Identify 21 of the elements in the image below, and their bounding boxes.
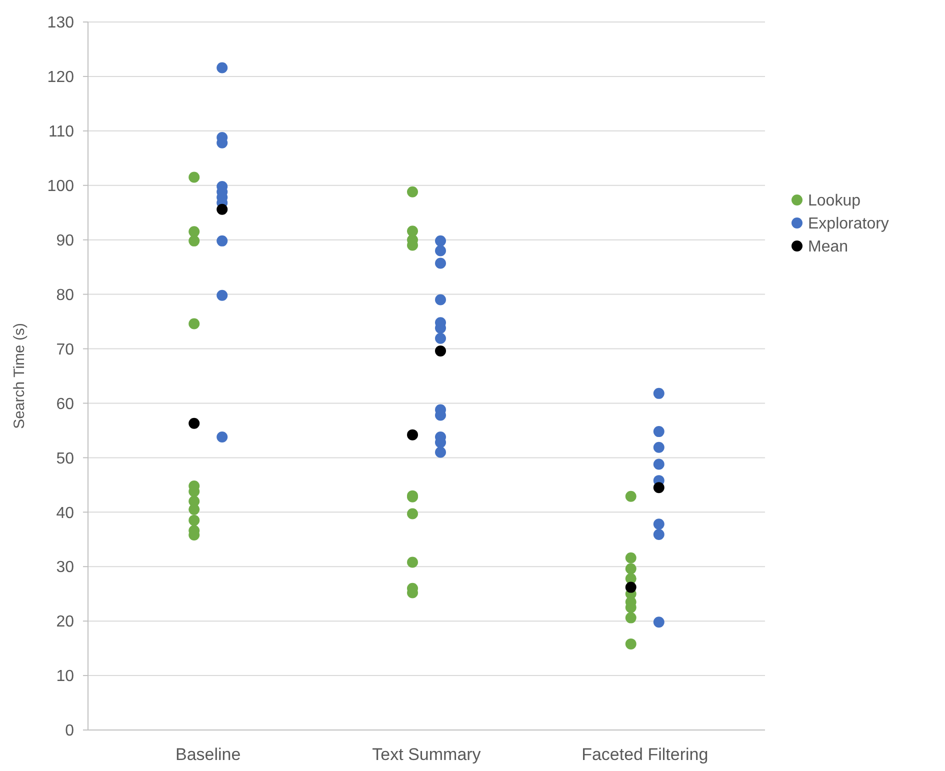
- legend-label: Mean: [808, 238, 848, 256]
- y-axis-title: Search Time (s): [11, 323, 28, 429]
- y-tick-label: 100: [47, 178, 74, 195]
- y-tick-label: 0: [65, 722, 74, 740]
- y-tick-label: 20: [56, 614, 74, 631]
- y-tick-label: 50: [56, 450, 74, 468]
- x-tick-label: Faceted Filtering: [582, 745, 708, 764]
- y-tick-label: 90: [56, 232, 74, 250]
- x-tick-label: Baseline: [176, 745, 241, 764]
- x-tick-label: Text Summary: [372, 745, 482, 764]
- y-tick-label: 70: [56, 341, 74, 358]
- y-tick-label: 120: [47, 69, 74, 86]
- y-tick-label: 110: [48, 124, 74, 141]
- y-tick-label: 80: [56, 286, 74, 304]
- legend-label: Exploratory: [808, 216, 889, 233]
- legend-label: Lookup: [808, 192, 861, 210]
- y-tick-label: 10: [56, 668, 74, 686]
- y-tick-label: 30: [56, 559, 74, 576]
- y-tick-label: 130: [47, 14, 74, 32]
- y-tick-label: 40: [56, 504, 74, 522]
- y-tick-label: 60: [56, 396, 74, 413]
